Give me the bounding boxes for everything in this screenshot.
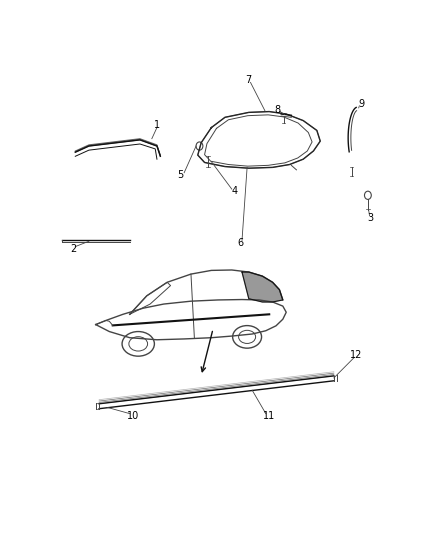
- Text: 11: 11: [262, 411, 275, 421]
- Text: 5: 5: [177, 170, 184, 180]
- Text: 6: 6: [237, 238, 243, 248]
- Text: 8: 8: [274, 105, 280, 115]
- Polygon shape: [241, 272, 282, 302]
- Text: 4: 4: [230, 186, 237, 196]
- Text: 3: 3: [366, 213, 372, 223]
- Text: 1: 1: [154, 120, 159, 130]
- Text: 7: 7: [245, 75, 251, 85]
- Text: 9: 9: [357, 99, 363, 109]
- Text: 10: 10: [127, 411, 139, 421]
- Text: 2: 2: [71, 244, 77, 254]
- Text: 12: 12: [350, 350, 362, 360]
